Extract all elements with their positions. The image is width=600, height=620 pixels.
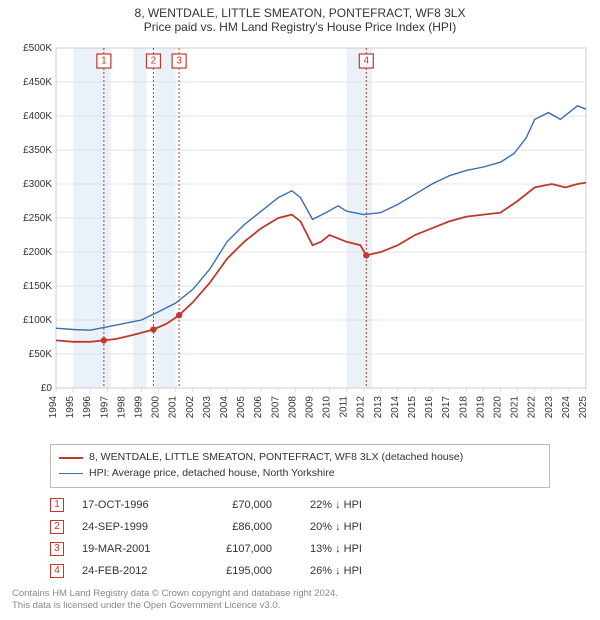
svg-text:2020: 2020 bbox=[493, 396, 504, 419]
svg-text:1999: 1999 bbox=[133, 396, 144, 419]
svg-text:1997: 1997 bbox=[99, 396, 110, 419]
sales-row: 2 24-SEP-1999 £86,000 20% ↓ HPI bbox=[50, 516, 592, 538]
svg-text:1995: 1995 bbox=[65, 396, 76, 419]
footer-line2: This data is licensed under the Open Gov… bbox=[12, 600, 592, 612]
svg-text:2011: 2011 bbox=[339, 396, 350, 418]
svg-text:2009: 2009 bbox=[304, 396, 315, 419]
sales-price: £70,000 bbox=[202, 499, 302, 511]
svg-text:3: 3 bbox=[176, 56, 182, 67]
svg-text:£50K: £50K bbox=[29, 349, 53, 360]
title-line2: Price paid vs. HM Land Registry's House … bbox=[8, 20, 592, 34]
svg-text:2000: 2000 bbox=[151, 396, 162, 419]
svg-text:£300K: £300K bbox=[23, 179, 52, 190]
footer: Contains HM Land Registry data © Crown c… bbox=[8, 588, 592, 613]
legend-swatch-red bbox=[59, 457, 83, 459]
price-chart-svg: £0 £50K £100K £150K £200K £250K £300K £350K £400… bbox=[8, 38, 592, 438]
sales-diff: 22% ↓ HPI bbox=[302, 499, 412, 511]
sales-date: 17-OCT-1996 bbox=[82, 499, 202, 511]
svg-text:£0: £0 bbox=[41, 383, 53, 394]
svg-text:2024: 2024 bbox=[561, 396, 572, 419]
svg-text:2019: 2019 bbox=[475, 396, 486, 419]
svg-text:£150K: £150K bbox=[23, 281, 52, 292]
svg-text:2022: 2022 bbox=[527, 396, 538, 419]
sales-row: 4 24-FEB-2012 £195,000 26% ↓ HPI bbox=[50, 560, 592, 582]
sales-marker-4: 4 bbox=[50, 564, 64, 578]
legend: 8, WENTDALE, LITTLE SMEATON, PONTEFRACT,… bbox=[50, 444, 550, 488]
svg-text:£500K: £500K bbox=[23, 43, 52, 54]
sales-marker-1: 1 bbox=[50, 498, 64, 512]
svg-text:2004: 2004 bbox=[219, 396, 230, 419]
footer-line1: Contains HM Land Registry data © Crown c… bbox=[12, 588, 592, 600]
sales-marker-3: 3 bbox=[50, 542, 64, 556]
svg-text:1996: 1996 bbox=[82, 396, 93, 419]
svg-text:£100K: £100K bbox=[23, 315, 52, 326]
svg-text:2006: 2006 bbox=[253, 396, 264, 419]
sales-price: £86,000 bbox=[202, 521, 302, 533]
sales-date: 24-SEP-1999 bbox=[82, 521, 202, 533]
sales-row: 3 19-MAR-2001 £107,000 13% ↓ HPI bbox=[50, 538, 592, 560]
legend-item-hpi: HPI: Average price, detached house, Nort… bbox=[59, 466, 541, 482]
svg-text:2023: 2023 bbox=[544, 396, 555, 419]
svg-text:2002: 2002 bbox=[185, 396, 196, 419]
svg-text:2008: 2008 bbox=[287, 396, 298, 419]
chart-title-block: 8, WENTDALE, LITTLE SMEATON, PONTEFRACT,… bbox=[8, 6, 592, 34]
svg-text:2: 2 bbox=[151, 56, 157, 67]
legend-swatch-blue bbox=[59, 473, 83, 475]
svg-text:£450K: £450K bbox=[23, 77, 52, 88]
svg-text:2018: 2018 bbox=[458, 396, 469, 419]
sales-marker-2: 2 bbox=[50, 520, 64, 534]
legend-label-hpi: HPI: Average price, detached house, Nort… bbox=[89, 466, 335, 482]
svg-text:2001: 2001 bbox=[168, 396, 179, 419]
legend-label-property: 8, WENTDALE, LITTLE SMEATON, PONTEFRACT,… bbox=[89, 450, 463, 466]
svg-text:2017: 2017 bbox=[441, 396, 452, 419]
svg-text:1998: 1998 bbox=[116, 396, 127, 419]
svg-text:£350K: £350K bbox=[23, 145, 52, 156]
svg-text:1994: 1994 bbox=[48, 396, 59, 419]
sales-diff: 20% ↓ HPI bbox=[302, 521, 412, 533]
sales-row: 1 17-OCT-1996 £70,000 22% ↓ HPI bbox=[50, 494, 592, 516]
svg-text:2013: 2013 bbox=[373, 396, 384, 419]
svg-text:2003: 2003 bbox=[202, 396, 213, 419]
svg-text:£200K: £200K bbox=[23, 247, 52, 258]
sales-diff: 26% ↓ HPI bbox=[302, 565, 412, 577]
svg-text:2012: 2012 bbox=[356, 396, 367, 419]
sales-date: 19-MAR-2001 bbox=[82, 543, 202, 555]
svg-text:2025: 2025 bbox=[578, 396, 589, 419]
svg-text:2005: 2005 bbox=[236, 396, 247, 419]
svg-text:2016: 2016 bbox=[424, 396, 435, 419]
svg-text:2010: 2010 bbox=[322, 396, 333, 419]
sales-diff: 13% ↓ HPI bbox=[302, 543, 412, 555]
legend-item-property: 8, WENTDALE, LITTLE SMEATON, PONTEFRACT,… bbox=[59, 450, 541, 466]
svg-text:2014: 2014 bbox=[390, 396, 401, 419]
svg-text:1: 1 bbox=[101, 56, 107, 67]
sales-date: 24-FEB-2012 bbox=[82, 565, 202, 577]
sales-price: £195,000 bbox=[202, 565, 302, 577]
svg-text:2021: 2021 bbox=[510, 396, 521, 419]
svg-text:2007: 2007 bbox=[270, 396, 281, 419]
svg-text:2015: 2015 bbox=[407, 396, 418, 419]
svg-text:4: 4 bbox=[364, 56, 370, 67]
title-line1: 8, WENTDALE, LITTLE SMEATON, PONTEFRACT,… bbox=[8, 6, 592, 20]
svg-text:£250K: £250K bbox=[23, 213, 52, 224]
svg-text:£400K: £400K bbox=[23, 111, 52, 122]
sales-table: 1 17-OCT-1996 £70,000 22% ↓ HPI 2 24-SEP… bbox=[50, 494, 592, 582]
chart-area: £0 £50K £100K £150K £200K £250K £300K £350K £400… bbox=[8, 38, 592, 438]
sales-price: £107,000 bbox=[202, 543, 302, 555]
